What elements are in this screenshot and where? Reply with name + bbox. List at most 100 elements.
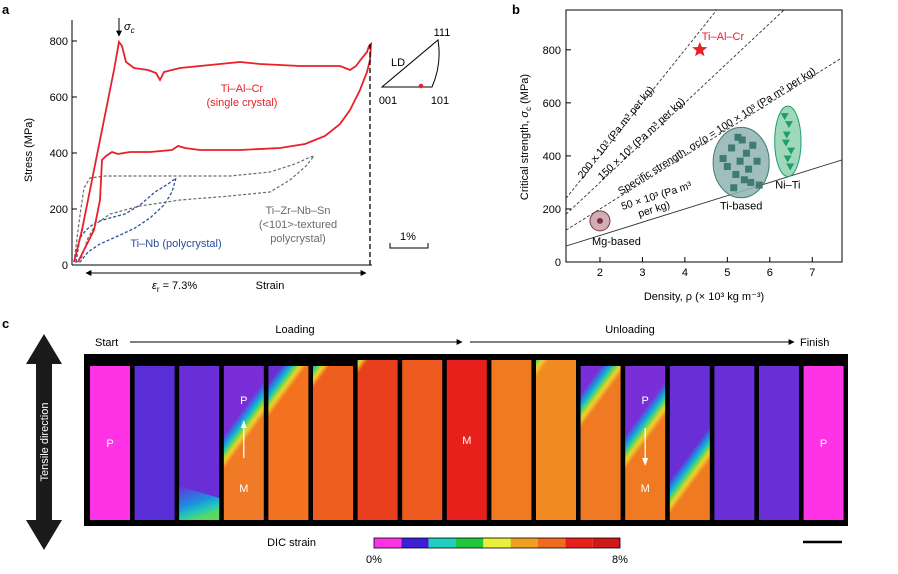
sigma-c-label: σc <box>124 21 135 35</box>
panel-label-b: b <box>512 2 520 17</box>
point-ti-al-cr <box>692 41 708 57</box>
strip-1-phase-label: P <box>106 438 113 450</box>
point-ni-ti-0 <box>780 113 789 121</box>
inverse-pole-figure-inset: 111 001 101 LD <box>379 27 451 107</box>
strip-2 <box>134 366 175 520</box>
strip-11 <box>536 360 576 520</box>
point-ti-based-13 <box>730 184 738 192</box>
colorbar-frame <box>373 537 621 549</box>
point-ti-based-4 <box>736 157 744 165</box>
y-tick-label-b-0: 0 <box>555 257 561 269</box>
panel-a-stress-strain-chart: 0 200 400 600 800 Stress (MPa) σc Ti–Al–Cr (… <box>23 18 450 294</box>
colorbar-cell-2 <box>428 538 456 548</box>
strip-17 <box>803 366 844 520</box>
strip-17-phase-label: P <box>820 438 827 450</box>
point-ti-based-2 <box>728 144 736 152</box>
x-tick-label-5: 5 <box>724 267 730 279</box>
inset-corner-111: 111 <box>434 27 451 39</box>
strip-15 <box>714 366 755 520</box>
strip-4-label-p: P <box>240 395 247 407</box>
loading-label: Loading <box>275 324 314 336</box>
scale-bar <box>389 243 429 249</box>
strain-recovery-label: εr = 7.3% <box>152 280 197 294</box>
colorbar-cell-0 <box>374 538 402 548</box>
x-tick-label-6: 6 <box>767 267 773 279</box>
ti-nb-label: Ti–Nb (polycrystal) <box>130 238 221 250</box>
y-axis-label: Stress (MPa) <box>23 118 35 182</box>
strip-4-label-m: M <box>239 483 248 495</box>
tensile-direction-arrow <box>26 334 62 550</box>
y-tick-label-b-200: 200 <box>543 204 561 216</box>
strip-13-label-m: M <box>641 483 650 495</box>
strip-3-front <box>179 486 220 520</box>
inset-corner-001: 001 <box>379 95 397 107</box>
x-tick-label-2: 2 <box>597 267 603 279</box>
colorbar-cell-7 <box>565 538 593 548</box>
specific-strength-line-200 <box>566 10 718 199</box>
inset-ld-label: LD <box>391 57 405 69</box>
x-tick-label-4: 4 <box>682 267 688 279</box>
y-tick-label-800: 800 <box>50 36 68 48</box>
strip-8 <box>402 360 443 520</box>
point-ni-ti-5 <box>781 139 790 147</box>
y-tick-label-b-400: 400 <box>543 151 561 163</box>
point-ti-based-0 <box>719 155 727 163</box>
point-ni-ti-1 <box>784 121 793 129</box>
panel-label-a: a <box>2 2 10 17</box>
inset-corner-101: 101 <box>431 95 449 107</box>
point-ni-ti-2 <box>782 131 791 139</box>
colorbar-cell-6 <box>538 538 566 548</box>
strip-13-label-p: P <box>642 395 649 407</box>
point-ti-based-12 <box>755 181 763 189</box>
plot-frame <box>565 9 843 263</box>
orientation-marker <box>418 83 424 89</box>
colorbar-cell-1 <box>401 538 429 548</box>
strip-9-phase-label: M <box>462 435 471 447</box>
colorbar-title: DIC strain <box>267 537 316 549</box>
ti-zr-label: Ti–Zr–Nb–Sn <box>265 205 330 217</box>
strip-14 <box>669 366 710 520</box>
y-axis-label-b: Critical strength, σc (MPa) <box>519 74 533 200</box>
colorbar-cell-4 <box>483 538 511 548</box>
y-tick-label-b-800: 800 <box>543 45 561 57</box>
tensile-direction-label: Tensile direction <box>39 403 51 482</box>
point-ni-ti-4 <box>783 155 792 163</box>
series-ti-zr-nb-sn-curve <box>73 154 316 263</box>
point-ti-based-6 <box>740 176 748 184</box>
strip-10 <box>491 360 532 520</box>
point-ti-based-5 <box>738 136 746 144</box>
point-ti-based-11 <box>753 157 761 165</box>
x-axis-label-b: Density, ρ (× 10³ kg m⁻³) <box>644 291 764 303</box>
strip-5 <box>268 366 309 520</box>
finish-label: Finish <box>800 337 829 349</box>
point-ti-based-3 <box>732 170 740 178</box>
y-tick-label-400: 400 <box>50 148 68 160</box>
group-label-ti-al-cr: Ti–Al–Cr <box>702 31 745 43</box>
point-mg-based-0 <box>596 217 603 224</box>
group-label-mg-based: Mg-based <box>592 236 641 248</box>
group-label-ti-based: Ti-based <box>720 201 762 213</box>
strip-7 <box>357 360 398 520</box>
x-axis-label: Strain <box>256 280 285 292</box>
start-label: Start <box>95 337 118 349</box>
x-tick-label-3: 3 <box>639 267 645 279</box>
colorbar-cell-5 <box>510 538 538 548</box>
strip-9 <box>446 360 487 520</box>
strip-12 <box>580 366 621 520</box>
strip-16 <box>759 366 799 520</box>
unloading-label: Unloading <box>605 324 655 336</box>
point-ni-ti-3 <box>787 147 796 155</box>
point-ti-based-10 <box>749 141 757 149</box>
ti-al-cr-label: Ti–Al–Cr <box>221 83 264 95</box>
strip-13-arrow-head <box>642 458 649 466</box>
y-tick-label-200: 200 <box>50 204 68 216</box>
specific-strength-line-100 <box>566 57 842 231</box>
strip-6 <box>313 366 353 520</box>
point-ti-based-9 <box>747 178 755 186</box>
group-label-ni-ti: Ni–Ti <box>775 180 800 192</box>
y-tick-label-600: 600 <box>50 92 68 104</box>
point-ti-based-8 <box>745 165 753 173</box>
panel-label-c: c <box>2 316 9 331</box>
point-ti-based-1 <box>723 163 731 171</box>
point-ti-based-14 <box>734 133 742 141</box>
